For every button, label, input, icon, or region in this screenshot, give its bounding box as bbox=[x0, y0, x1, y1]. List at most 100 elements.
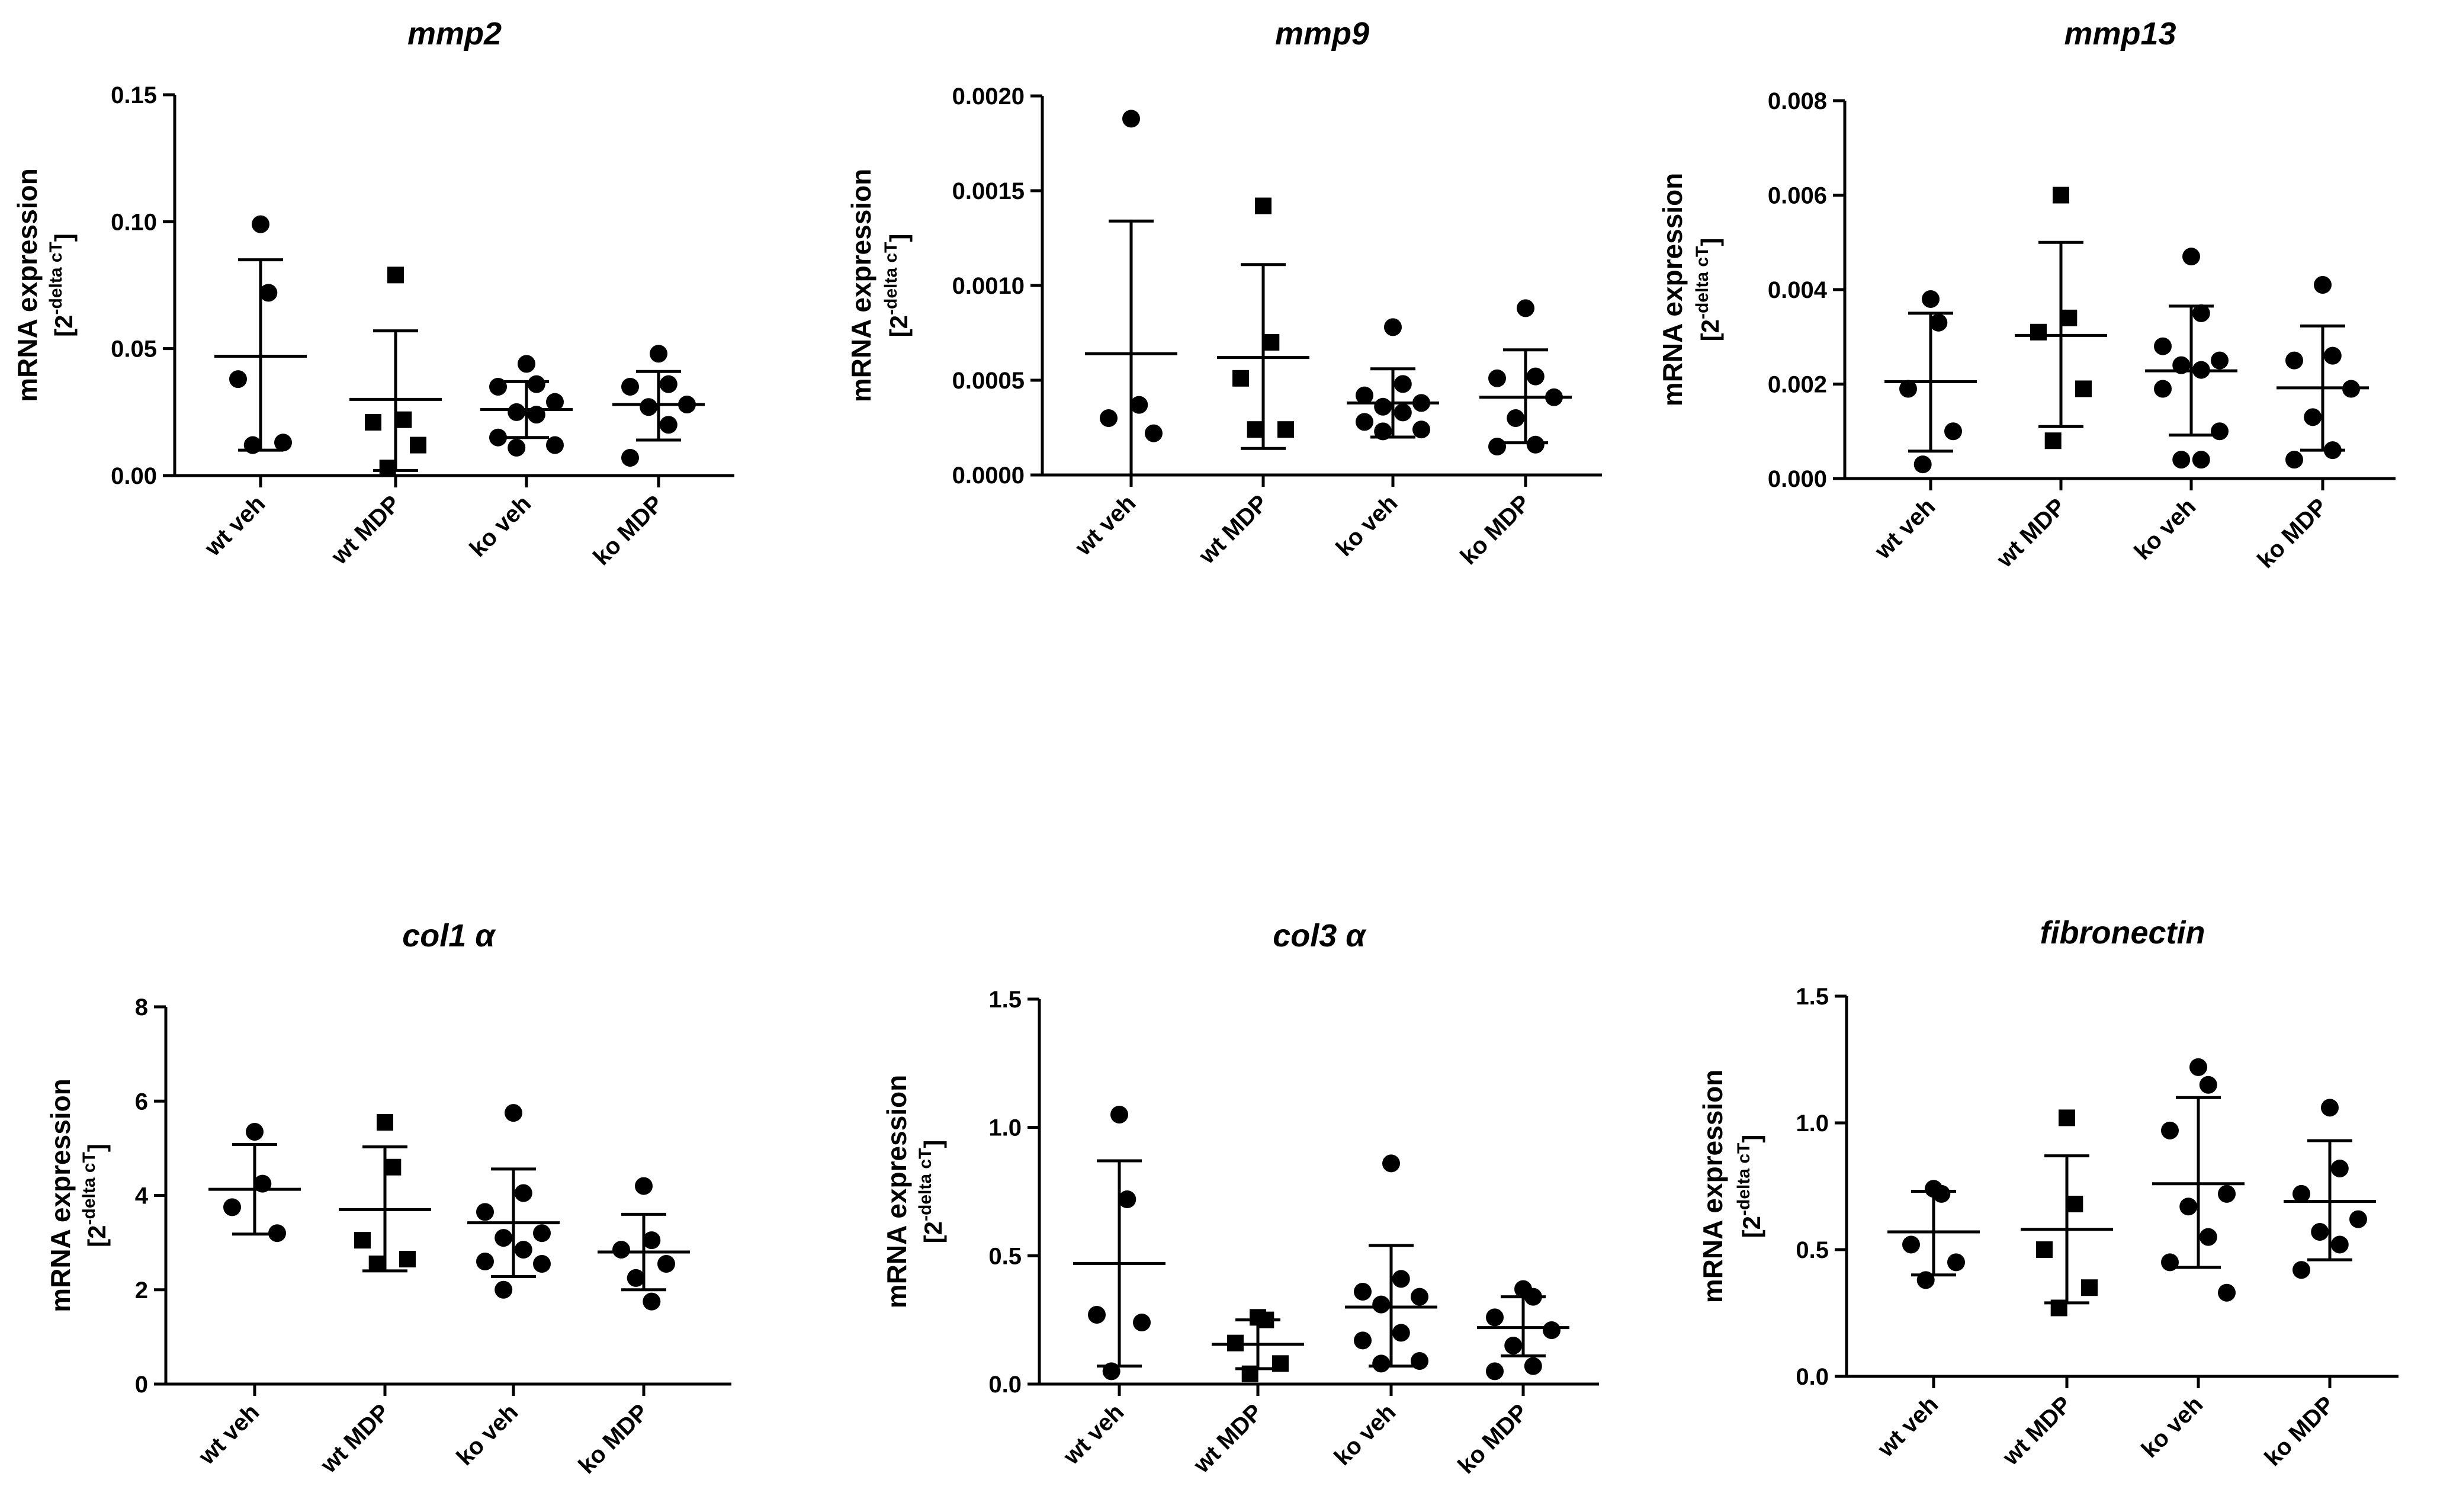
data-point bbox=[246, 1123, 264, 1141]
data-point bbox=[533, 1224, 551, 1243]
x-tick-label: wt veh bbox=[194, 1399, 265, 1470]
data-point bbox=[2321, 1099, 2339, 1117]
group-4 bbox=[1477, 1280, 1569, 1381]
data-point bbox=[2192, 451, 2210, 469]
data-point bbox=[1486, 1362, 1504, 1381]
group-2 bbox=[1217, 197, 1309, 450]
data-point bbox=[2036, 1241, 2053, 1258]
group-3 bbox=[480, 355, 573, 457]
data-point bbox=[1145, 424, 1163, 442]
data-point bbox=[612, 1241, 630, 1259]
y-tick-label: 0.004 bbox=[1768, 277, 1828, 303]
data-point bbox=[1372, 1354, 1391, 1373]
data-point bbox=[2330, 1235, 2349, 1254]
y-axis-label: mRNA expression bbox=[1697, 1070, 1728, 1304]
data-point bbox=[476, 1252, 494, 1270]
data-point bbox=[1382, 1154, 1400, 1173]
chart-title: mmp2 bbox=[407, 16, 502, 52]
data-point bbox=[489, 428, 507, 447]
x-tick-label: ko MDP bbox=[2253, 493, 2333, 573]
data-point bbox=[2154, 337, 2172, 355]
data-point bbox=[1517, 299, 1534, 317]
x-tick-label: wt veh bbox=[1870, 493, 1941, 564]
data-point bbox=[1526, 367, 1545, 386]
data-point bbox=[1504, 1337, 1523, 1354]
group-1 bbox=[214, 215, 307, 454]
data-point bbox=[2192, 361, 2210, 379]
data-point bbox=[2053, 187, 2069, 204]
group-2 bbox=[339, 1114, 431, 1273]
data-point bbox=[1374, 397, 1392, 416]
data-point bbox=[2330, 1160, 2349, 1178]
y-tick-label: 0.000 bbox=[1768, 466, 1827, 492]
y-tick-label: 8 bbox=[135, 994, 148, 1020]
data-point bbox=[1392, 1324, 1410, 1342]
chart-panel-4: col1 α 0 2 4 6 8 mRNA expression [2-delta cT] wt… bbox=[45, 918, 731, 1479]
data-point bbox=[650, 345, 667, 363]
data-point bbox=[2059, 1109, 2075, 1126]
data-point bbox=[678, 395, 696, 413]
data-point bbox=[1227, 1334, 1244, 1352]
data-point bbox=[1102, 1362, 1120, 1381]
y-axis-unit: [2-delta cT] bbox=[79, 1144, 111, 1247]
chart-panel-5: col3 α 0.0 0.5 1.0 1.5 mRNA expression [2-delt… bbox=[881, 918, 1599, 1479]
group-3 bbox=[1345, 1154, 1437, 1373]
y-axis-unit: [2-delta cT] bbox=[881, 234, 913, 338]
data-point bbox=[268, 1224, 286, 1243]
y-tick-label: 0.15 bbox=[111, 82, 157, 108]
group-1 bbox=[1884, 290, 1977, 474]
data-point bbox=[387, 267, 404, 284]
data-point bbox=[1899, 380, 1917, 398]
group-1 bbox=[1085, 110, 1177, 477]
chart-title: fibronectin bbox=[2040, 915, 2205, 951]
y-axis-unit: [2-delta cT] bbox=[1693, 238, 1724, 342]
y-tick-label: 0.008 bbox=[1768, 88, 1827, 114]
data-point bbox=[365, 413, 381, 431]
data-point bbox=[1232, 370, 1249, 387]
data-point bbox=[2292, 1184, 2310, 1203]
group-2 bbox=[349, 267, 442, 477]
data-point bbox=[1277, 421, 1294, 438]
y-tick-label: 0.0010 bbox=[952, 273, 1025, 299]
data-point bbox=[1524, 1288, 1542, 1306]
data-point bbox=[2323, 441, 2342, 460]
x-tick-label: wt veh bbox=[200, 490, 271, 561]
data-point bbox=[527, 406, 545, 424]
chart-title: mmp13 bbox=[2064, 16, 2176, 52]
y-tick-label: 0.0015 bbox=[952, 178, 1025, 204]
data-point bbox=[546, 393, 564, 411]
data-point bbox=[2349, 1210, 2367, 1228]
data-point bbox=[659, 375, 678, 393]
y-tick-label: 0 bbox=[135, 1372, 148, 1398]
y-tick-label: 0.0 bbox=[988, 1372, 1022, 1398]
y-axis-unit: [2-delta cT] bbox=[916, 1140, 947, 1244]
data-point bbox=[1922, 290, 1940, 308]
x-tick-label: wt MDP bbox=[1991, 493, 2070, 573]
data-point bbox=[1263, 334, 1280, 351]
data-point bbox=[495, 1280, 513, 1299]
data-point bbox=[1133, 1314, 1151, 1331]
y-tick-label: 6 bbox=[135, 1089, 148, 1115]
data-point bbox=[2304, 408, 2322, 426]
data-point bbox=[1394, 403, 1412, 422]
data-point bbox=[1372, 1295, 1391, 1314]
y-axis-label: mRNA expression bbox=[881, 1075, 912, 1309]
data-point bbox=[1411, 1288, 1428, 1306]
x-tick-label: ko veh bbox=[465, 490, 537, 562]
data-point bbox=[1545, 388, 1563, 406]
data-point bbox=[1118, 1190, 1136, 1208]
data-point bbox=[2311, 1223, 2329, 1241]
data-point bbox=[2342, 380, 2360, 398]
x-tick-label: ko veh bbox=[2130, 493, 2201, 565]
data-point bbox=[1488, 369, 1506, 387]
data-point bbox=[1392, 1270, 1410, 1288]
group-4 bbox=[2277, 276, 2369, 469]
data-point bbox=[1088, 1306, 1106, 1324]
group-3 bbox=[2145, 248, 2237, 469]
y-tick-label: 2 bbox=[135, 1277, 148, 1304]
data-point bbox=[1488, 438, 1506, 455]
data-point bbox=[514, 1241, 532, 1259]
data-point bbox=[1255, 197, 1272, 214]
data-point bbox=[659, 416, 678, 434]
